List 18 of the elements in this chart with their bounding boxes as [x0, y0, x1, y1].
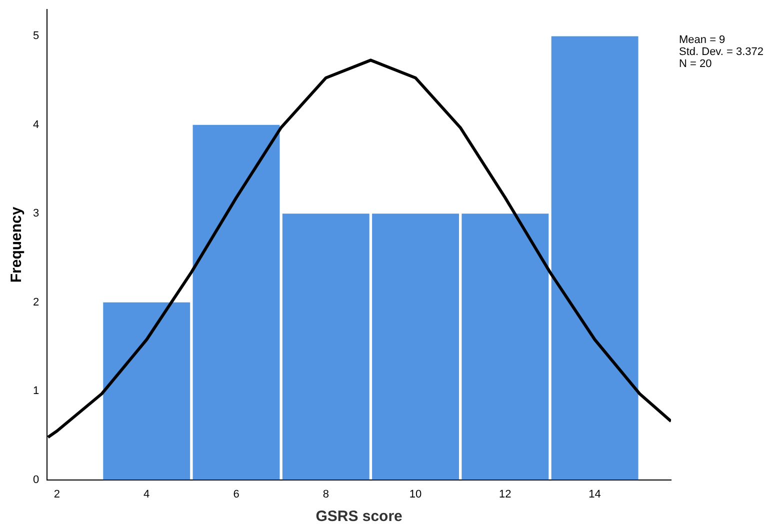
y-tick-label: 0: [32, 474, 40, 486]
x-tick-label: 4: [144, 488, 150, 500]
y-tick-label: 5: [32, 30, 40, 42]
x-tick-label: 10: [409, 488, 422, 500]
x-tick-label: 6: [233, 488, 240, 500]
x-tick-label: 8: [322, 488, 329, 500]
x-tick-label: 12: [499, 488, 512, 500]
x-tick-label: 2: [54, 488, 60, 500]
text: Mean = 9: [679, 34, 726, 46]
y-tick-label: 3: [32, 208, 40, 220]
y-tick-label: 1: [32, 385, 40, 398]
y-axis-title: Frequency: [8, 206, 26, 283]
text: Std. Dev. = 3.372: [679, 46, 764, 58]
y-tick-label: 4: [32, 118, 40, 131]
x-tick-label: 14: [588, 488, 601, 500]
x-axis-title: GSRS score: [316, 508, 402, 526]
y-tick-label: 2: [32, 296, 40, 308]
text: N = 20: [679, 58, 712, 70]
